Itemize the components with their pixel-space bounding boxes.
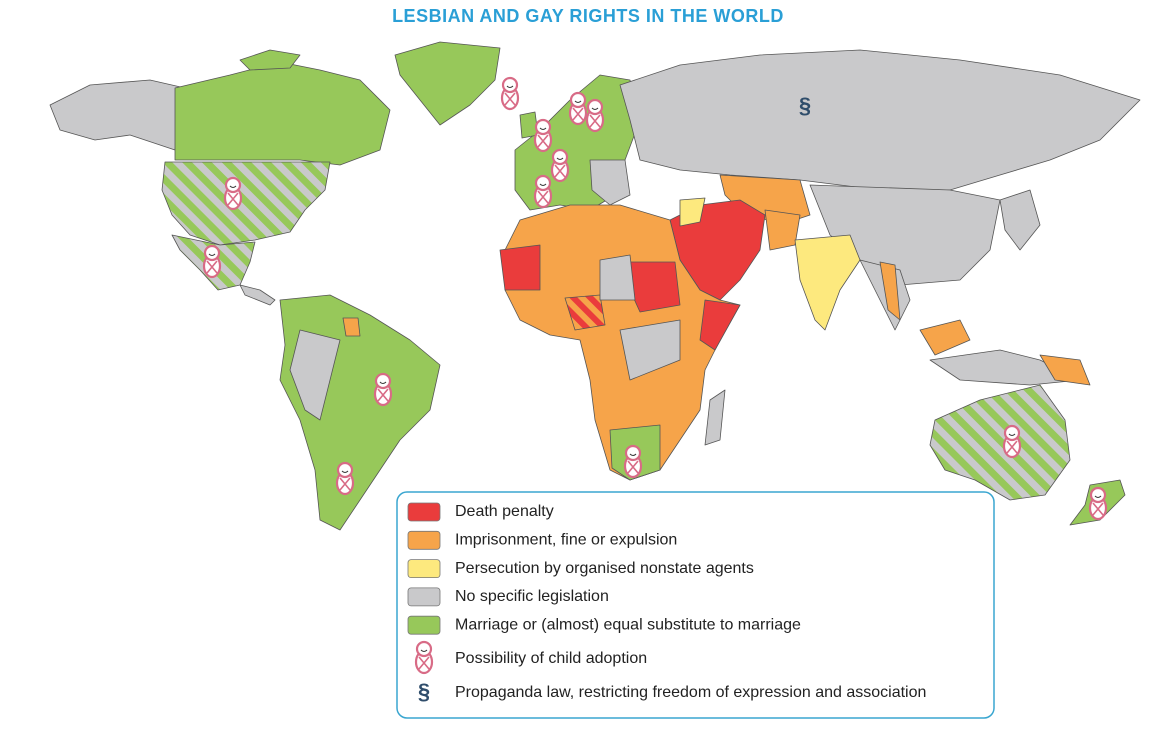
legend-label: No specific legislation	[455, 588, 609, 605]
adoption-icon	[373, 372, 393, 407]
papua	[1039, 354, 1091, 386]
legend-label: Imprisonment, fine or expulsion	[455, 532, 677, 549]
adoption-icon	[623, 444, 643, 479]
legend-label: Persecution by organised nonstate agents	[455, 560, 754, 577]
adoption-icon	[1088, 486, 1108, 521]
adoption-icon	[202, 244, 222, 279]
legend-swatch	[407, 530, 441, 550]
alaska	[49, 79, 186, 151]
canada-islands	[239, 49, 301, 71]
adoption-icon	[1002, 424, 1022, 459]
adoption-icon	[500, 76, 520, 111]
adoption-icon	[533, 174, 553, 209]
japan	[999, 189, 1041, 251]
propaganda-symbol-map: §	[799, 93, 811, 118]
malaysia	[919, 319, 971, 356]
adoption-icon	[568, 91, 588, 126]
russia	[619, 49, 1141, 191]
mauritania	[499, 244, 541, 291]
legend-label: Marriage or (almost) equal substitute to…	[455, 616, 801, 633]
pakistan	[764, 209, 801, 251]
canada	[174, 61, 391, 166]
legend-swatch	[407, 502, 441, 522]
myanmar	[879, 261, 901, 321]
adoption-icon	[550, 148, 570, 183]
continents	[49, 41, 1141, 531]
adoption-icon	[533, 118, 553, 153]
legend-label: Death penalty	[455, 503, 554, 520]
greenland	[394, 41, 501, 126]
eastern-europe	[589, 159, 631, 206]
guyana	[342, 317, 361, 337]
legend-swatch	[407, 615, 441, 635]
australia	[929, 384, 1071, 501]
legend-swatch	[407, 559, 441, 578]
usa	[161, 161, 331, 246]
adoption-icon	[585, 98, 605, 133]
sudan	[629, 261, 681, 313]
andes-countries	[289, 329, 341, 421]
legend-adoption-icon	[414, 640, 434, 675]
chad	[599, 254, 636, 301]
somalia	[699, 299, 741, 351]
legend-label: Possibility of child adoption	[455, 650, 647, 667]
legend-propaganda-symbol: §	[418, 679, 430, 704]
legend-swatch	[407, 587, 441, 607]
legend: Death penalty Imprisonment, fine or expul…	[396, 491, 995, 719]
madagascar	[704, 389, 726, 446]
central-america	[239, 284, 276, 306]
india	[794, 234, 861, 331]
nigeria	[564, 294, 606, 331]
iraq	[679, 197, 706, 227]
adoption-icon	[335, 461, 355, 496]
congo	[619, 319, 681, 381]
adoption-icon	[223, 176, 243, 211]
legend-box	[396, 491, 995, 719]
legend-label: Propaganda law, restricting freedom of e…	[455, 684, 926, 701]
map-title: LESBIAN AND GAY RIGHTS IN THE WORLD	[392, 6, 784, 26]
